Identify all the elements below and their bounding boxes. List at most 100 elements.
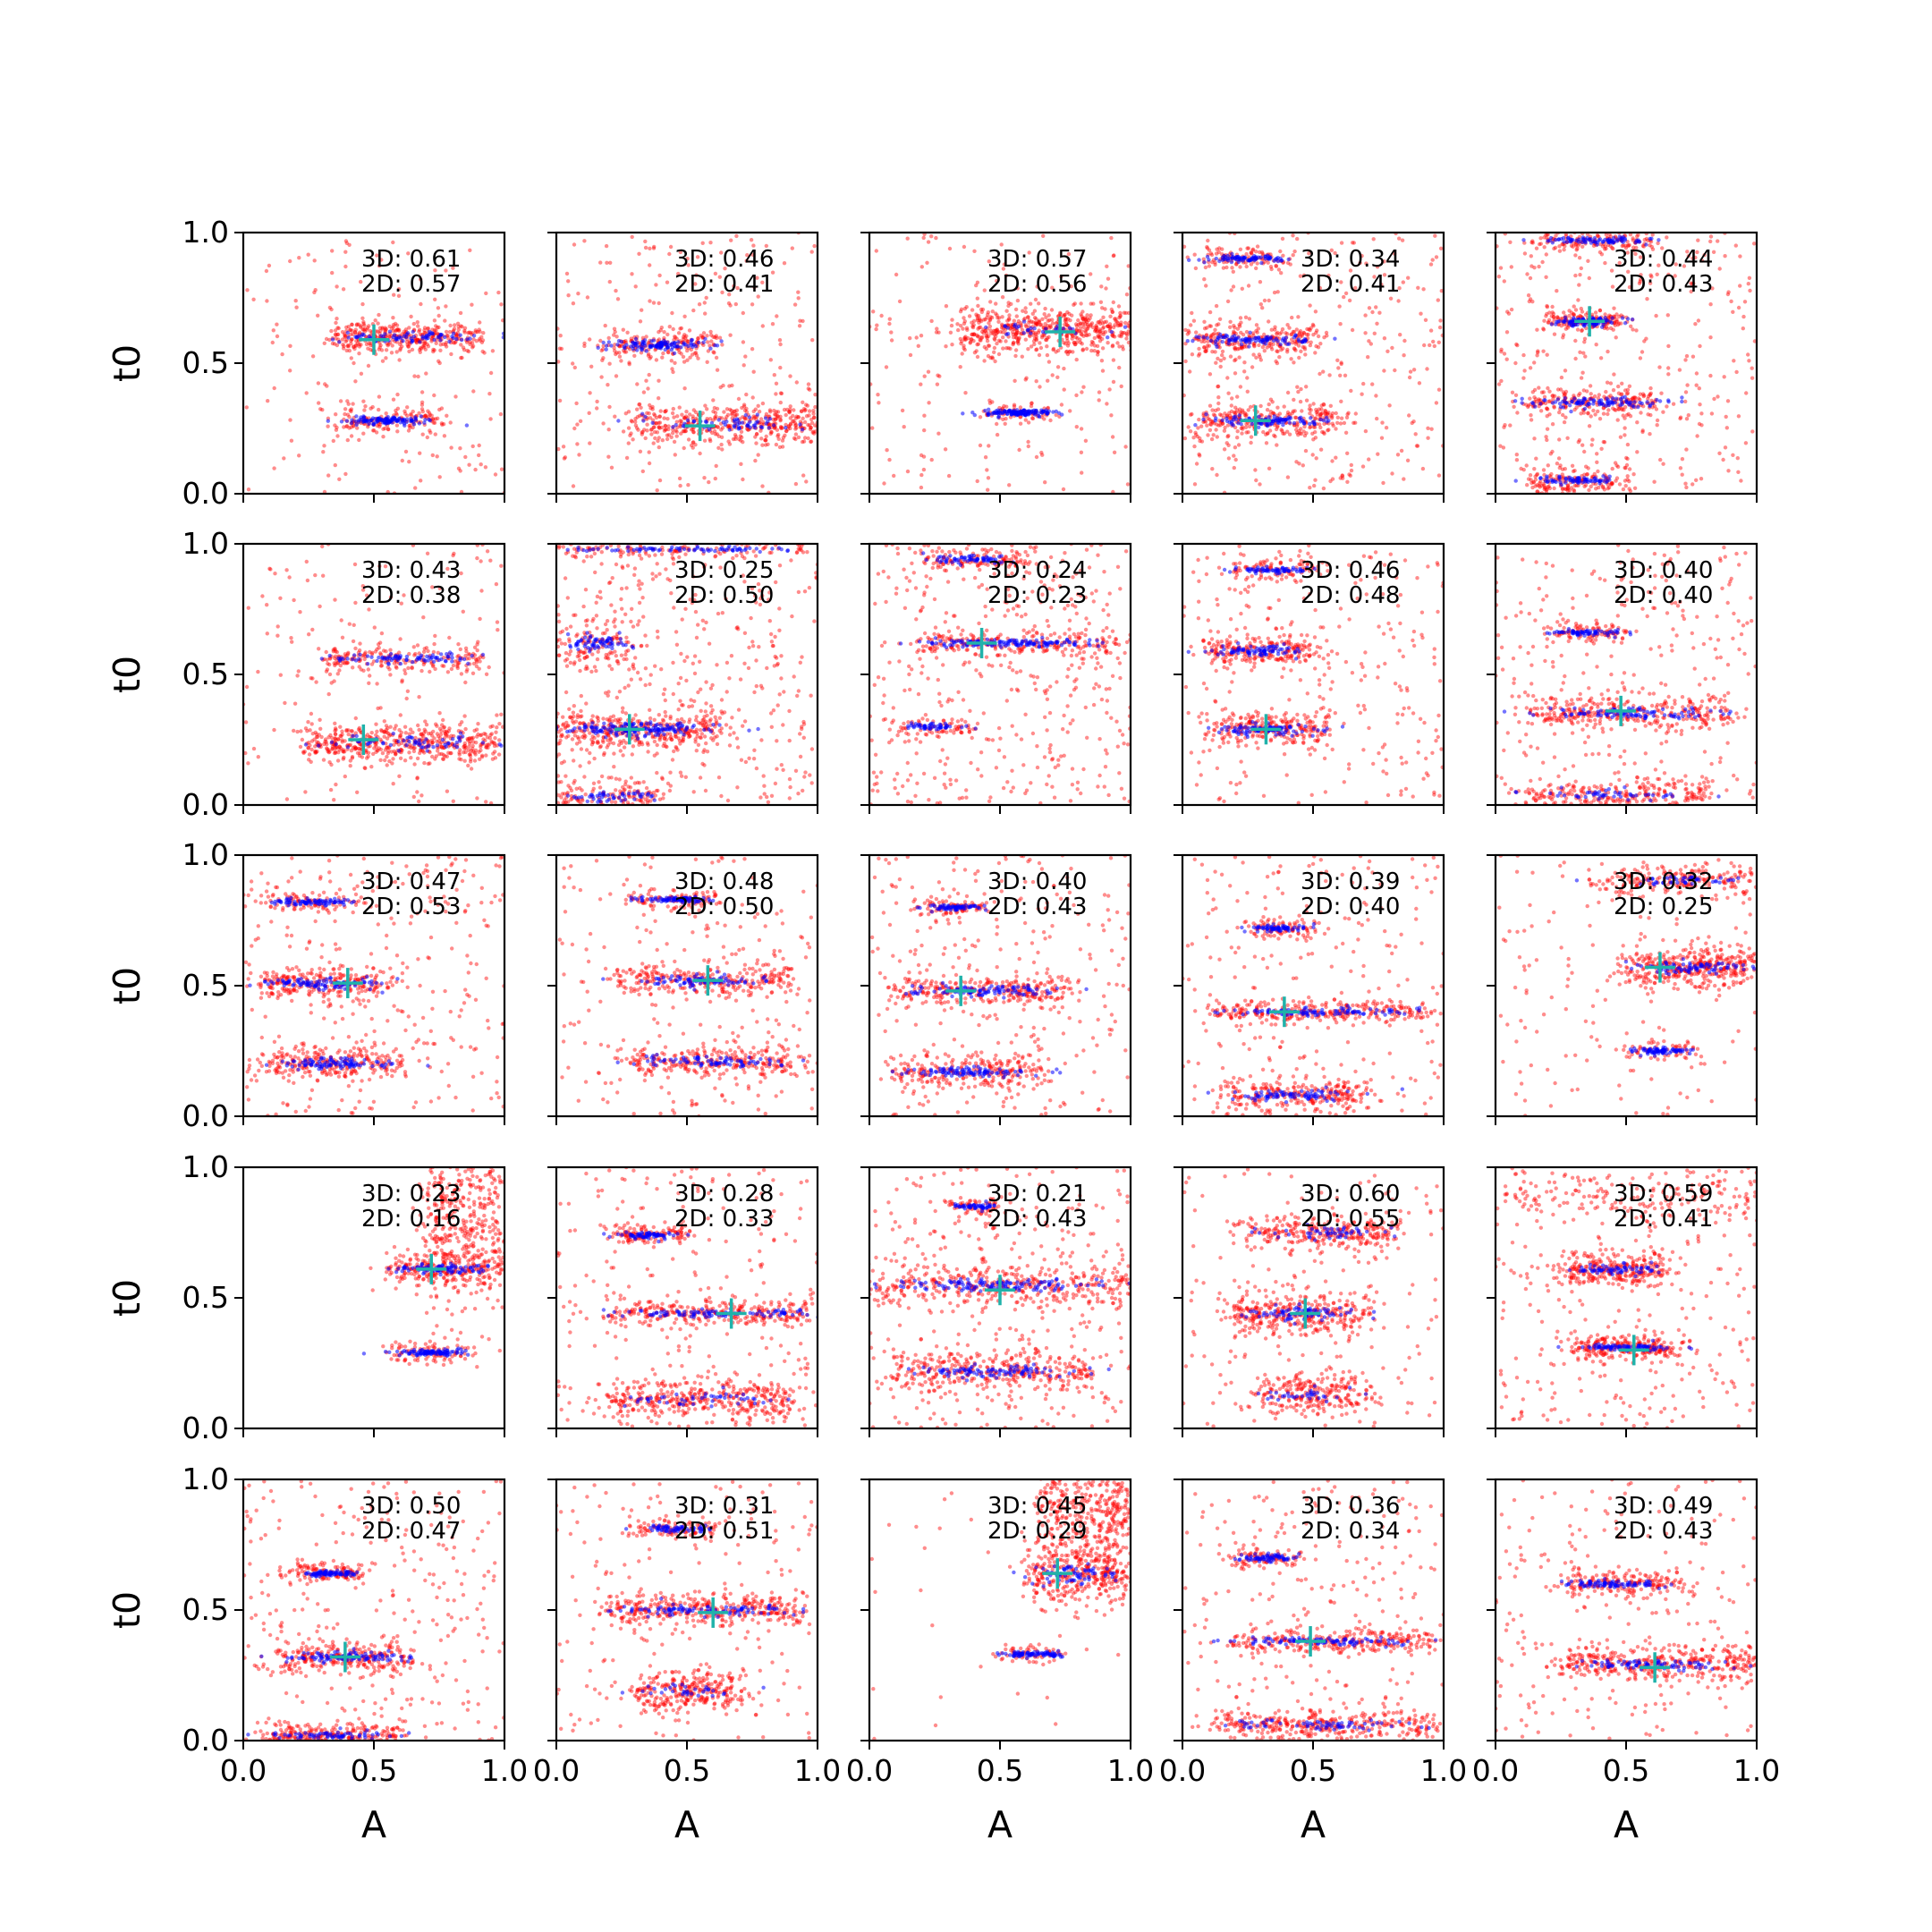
red-point <box>1316 334 1321 339</box>
red-point <box>444 340 449 345</box>
red-point <box>418 451 422 455</box>
red-point <box>1722 375 1726 379</box>
red-point <box>1253 468 1258 472</box>
blue-point <box>635 348 640 352</box>
red-point <box>1318 425 1323 430</box>
blue-point <box>679 345 683 350</box>
red-point <box>1565 326 1571 330</box>
red-point <box>1633 251 1638 257</box>
red-point <box>1499 347 1504 352</box>
red-point <box>708 437 712 442</box>
red-point <box>678 326 682 331</box>
red-point <box>1638 279 1642 284</box>
red-point <box>1364 261 1368 266</box>
red-point <box>691 427 695 432</box>
red-point <box>1550 449 1555 454</box>
red-point <box>1275 290 1280 294</box>
red-point <box>329 328 334 334</box>
red-point <box>1107 322 1113 326</box>
red-point <box>1037 301 1041 306</box>
red-point <box>1063 317 1068 321</box>
red-point <box>341 346 346 351</box>
red-point <box>1535 489 1539 494</box>
red-point <box>1313 429 1318 435</box>
red-point <box>1621 243 1626 248</box>
red-point <box>1097 398 1101 402</box>
red-point <box>1307 327 1311 332</box>
red-point <box>950 318 954 322</box>
red-point <box>1259 250 1265 255</box>
red-point <box>390 343 394 348</box>
red-point <box>1024 376 1029 380</box>
red-point <box>775 434 780 438</box>
red-point <box>1348 268 1353 273</box>
red-point <box>1361 381 1366 386</box>
red-point <box>1096 352 1100 357</box>
red-point <box>809 439 814 444</box>
red-point <box>498 411 504 417</box>
red-point <box>741 415 745 419</box>
blue-point <box>346 335 351 340</box>
red-point <box>1098 300 1104 304</box>
red-point <box>807 409 812 413</box>
red-point <box>346 402 351 406</box>
red-point <box>784 422 788 428</box>
red-point <box>764 243 768 249</box>
red-point <box>743 416 749 421</box>
red-point <box>1545 303 1549 309</box>
red-point <box>1092 328 1097 334</box>
red-point <box>1046 313 1051 318</box>
red-point <box>1075 335 1080 341</box>
red-point <box>1034 336 1038 342</box>
red-point <box>1550 422 1555 427</box>
red-point <box>1225 423 1231 428</box>
red-point <box>1016 338 1021 343</box>
red-point <box>577 453 581 457</box>
red-point <box>1594 314 1599 319</box>
red-point <box>1098 331 1103 336</box>
red-point <box>1590 437 1595 442</box>
red-point <box>741 440 745 445</box>
red-point <box>383 327 387 332</box>
red-point <box>972 249 977 253</box>
red-point <box>1210 332 1216 337</box>
red-point <box>681 354 686 360</box>
red-point <box>1680 472 1684 477</box>
red-point <box>1436 387 1442 392</box>
red-point <box>1228 354 1233 359</box>
blue-point <box>1037 411 1041 416</box>
red-point <box>1050 321 1055 326</box>
red-point <box>412 374 417 378</box>
red-point <box>1073 322 1079 326</box>
red-point <box>418 350 422 354</box>
red-point <box>1032 336 1038 341</box>
red-point <box>1094 325 1098 329</box>
red-point <box>1045 352 1050 358</box>
red-point <box>1246 408 1250 412</box>
red-point <box>1217 246 1222 250</box>
red-point <box>652 244 657 250</box>
red-point <box>397 358 402 362</box>
red-point <box>351 402 355 406</box>
red-point <box>988 300 993 304</box>
red-point <box>377 326 383 330</box>
red-point <box>788 374 792 378</box>
blue-point <box>1220 258 1225 262</box>
red-point <box>887 317 892 321</box>
blue-point <box>1272 258 1276 263</box>
red-point <box>1304 332 1309 337</box>
red-point <box>682 360 687 364</box>
red-point <box>1210 260 1215 265</box>
red-point <box>1717 267 1722 271</box>
red-point <box>1538 398 1543 402</box>
red-point <box>337 477 342 481</box>
blue-point <box>764 421 768 426</box>
red-point <box>708 241 713 245</box>
red-point <box>714 414 718 419</box>
red-point <box>366 363 371 369</box>
score-3d: 3D: 0.34 <box>1301 246 1400 273</box>
red-point <box>409 412 413 418</box>
red-point <box>935 326 939 331</box>
red-point <box>1648 393 1653 397</box>
red-point <box>390 326 394 331</box>
